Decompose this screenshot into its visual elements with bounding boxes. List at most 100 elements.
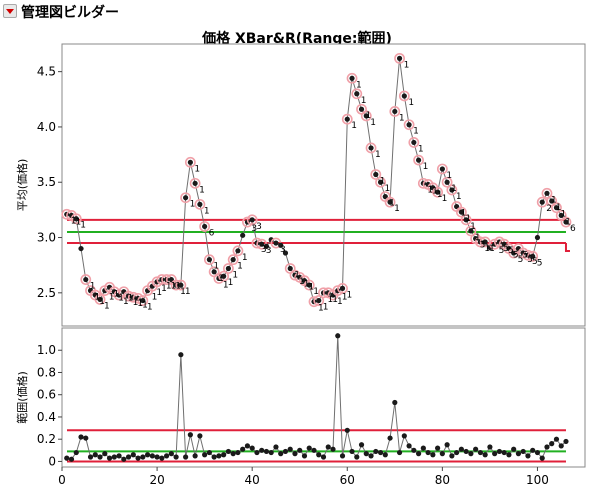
range-point[interactable]: [339, 453, 346, 459]
range-point[interactable]: [435, 445, 441, 451]
range-point[interactable]: [187, 432, 193, 438]
range-point[interactable]: [144, 452, 151, 458]
xbar-point[interactable]: [392, 108, 398, 115]
xbar-point[interactable]: [263, 243, 270, 249]
xbar-point[interactable]: [444, 179, 450, 185]
range-point[interactable]: [363, 451, 369, 457]
range-point[interactable]: [202, 452, 208, 458]
xbar-point[interactable]: [363, 113, 369, 119]
range-point[interactable]: [216, 453, 222, 459]
range-point[interactable]: [273, 444, 279, 450]
range-point[interactable]: [254, 449, 260, 456]
xbar-point[interactable]: [382, 194, 388, 200]
xbar-point[interactable]: [406, 122, 412, 128]
range-point[interactable]: [335, 333, 341, 339]
xbar-point[interactable]: [558, 212, 564, 219]
range-point[interactable]: [282, 448, 289, 455]
xbar-point[interactable]: [282, 250, 289, 256]
xbar-point[interactable]: [259, 241, 265, 247]
range-point[interactable]: [425, 449, 431, 456]
range-point[interactable]: [135, 455, 141, 461]
range-point[interactable]: [244, 443, 251, 449]
range-point[interactable]: [420, 445, 426, 451]
xbar-point[interactable]: [235, 248, 241, 254]
range-point[interactable]: [344, 427, 350, 433]
range-point[interactable]: [520, 448, 526, 455]
range-point[interactable]: [192, 453, 198, 459]
range-point[interactable]: [263, 448, 270, 455]
range-point[interactable]: [87, 454, 94, 460]
range-point[interactable]: [311, 447, 317, 453]
xbar-point[interactable]: [563, 219, 569, 225]
range-point[interactable]: [306, 445, 312, 451]
range-point[interactable]: [492, 451, 498, 457]
range-point[interactable]: [439, 451, 445, 457]
xbar-point[interactable]: [439, 166, 445, 172]
range-point[interactable]: [235, 449, 241, 456]
xbar-point[interactable]: [168, 276, 174, 283]
range-point[interactable]: [183, 454, 189, 460]
range-point[interactable]: [477, 449, 483, 456]
range-point[interactable]: [73, 449, 79, 456]
xbar-point[interactable]: [140, 297, 146, 304]
range-point[interactable]: [97, 454, 103, 460]
xbar-point[interactable]: [344, 116, 350, 122]
xbar-point[interactable]: [287, 265, 293, 272]
xbar-point[interactable]: [273, 240, 279, 246]
range-point[interactable]: [206, 449, 212, 456]
xbar-point[interactable]: [339, 285, 346, 291]
range-point[interactable]: [154, 454, 160, 460]
xbar-point[interactable]: [458, 209, 464, 215]
xbar-point[interactable]: [539, 199, 545, 205]
range-point[interactable]: [330, 446, 336, 452]
xbar-point[interactable]: [187, 159, 193, 165]
xbar-point[interactable]: [368, 145, 374, 151]
range-point[interactable]: [164, 453, 170, 459]
range-point[interactable]: [64, 455, 70, 461]
range-point[interactable]: [377, 449, 384, 456]
xbar-point[interactable]: [221, 273, 227, 279]
xbar-point[interactable]: [249, 217, 255, 223]
range-point[interactable]: [178, 352, 184, 358]
range-point[interactable]: [249, 445, 255, 451]
range-point[interactable]: [211, 454, 217, 460]
range-point[interactable]: [358, 442, 365, 448]
range-point[interactable]: [268, 449, 274, 456]
xbar-point[interactable]: [178, 282, 184, 288]
xbar-point[interactable]: [211, 269, 217, 275]
xbar-point[interactable]: [435, 189, 441, 195]
range-point[interactable]: [316, 452, 322, 458]
range-point[interactable]: [515, 451, 522, 457]
xbar-point[interactable]: [530, 253, 536, 259]
range-point[interactable]: [454, 449, 460, 456]
range-point[interactable]: [401, 433, 407, 439]
range-point[interactable]: [411, 447, 417, 453]
range-point[interactable]: [140, 454, 146, 460]
range-point[interactable]: [168, 451, 174, 457]
range-point[interactable]: [130, 452, 136, 458]
xbar-point[interactable]: [449, 187, 455, 193]
range-point[interactable]: [278, 451, 284, 457]
xbar-point[interactable]: [78, 245, 84, 252]
xbar-point[interactable]: [306, 282, 312, 288]
range-point[interactable]: [292, 451, 298, 457]
xbar-point[interactable]: [316, 297, 322, 304]
xbar-point[interactable]: [373, 171, 379, 178]
xbar-point[interactable]: [463, 217, 469, 223]
xbar-point[interactable]: [454, 203, 460, 210]
range-point[interactable]: [396, 449, 403, 456]
xbar-point[interactable]: [230, 257, 236, 263]
range-point[interactable]: [225, 448, 232, 455]
range-point[interactable]: [482, 452, 488, 458]
range-point[interactable]: [501, 449, 507, 456]
range-point[interactable]: [506, 452, 512, 458]
xbar-point[interactable]: [468, 228, 474, 234]
xbar-point[interactable]: [358, 106, 365, 112]
range-point[interactable]: [415, 451, 422, 457]
xbar-point[interactable]: [549, 198, 555, 204]
range-point[interactable]: [240, 446, 246, 452]
range-point[interactable]: [221, 452, 227, 458]
xbar-point[interactable]: [278, 242, 284, 248]
xbar-point[interactable]: [411, 139, 417, 146]
range-point[interactable]: [173, 454, 179, 460]
